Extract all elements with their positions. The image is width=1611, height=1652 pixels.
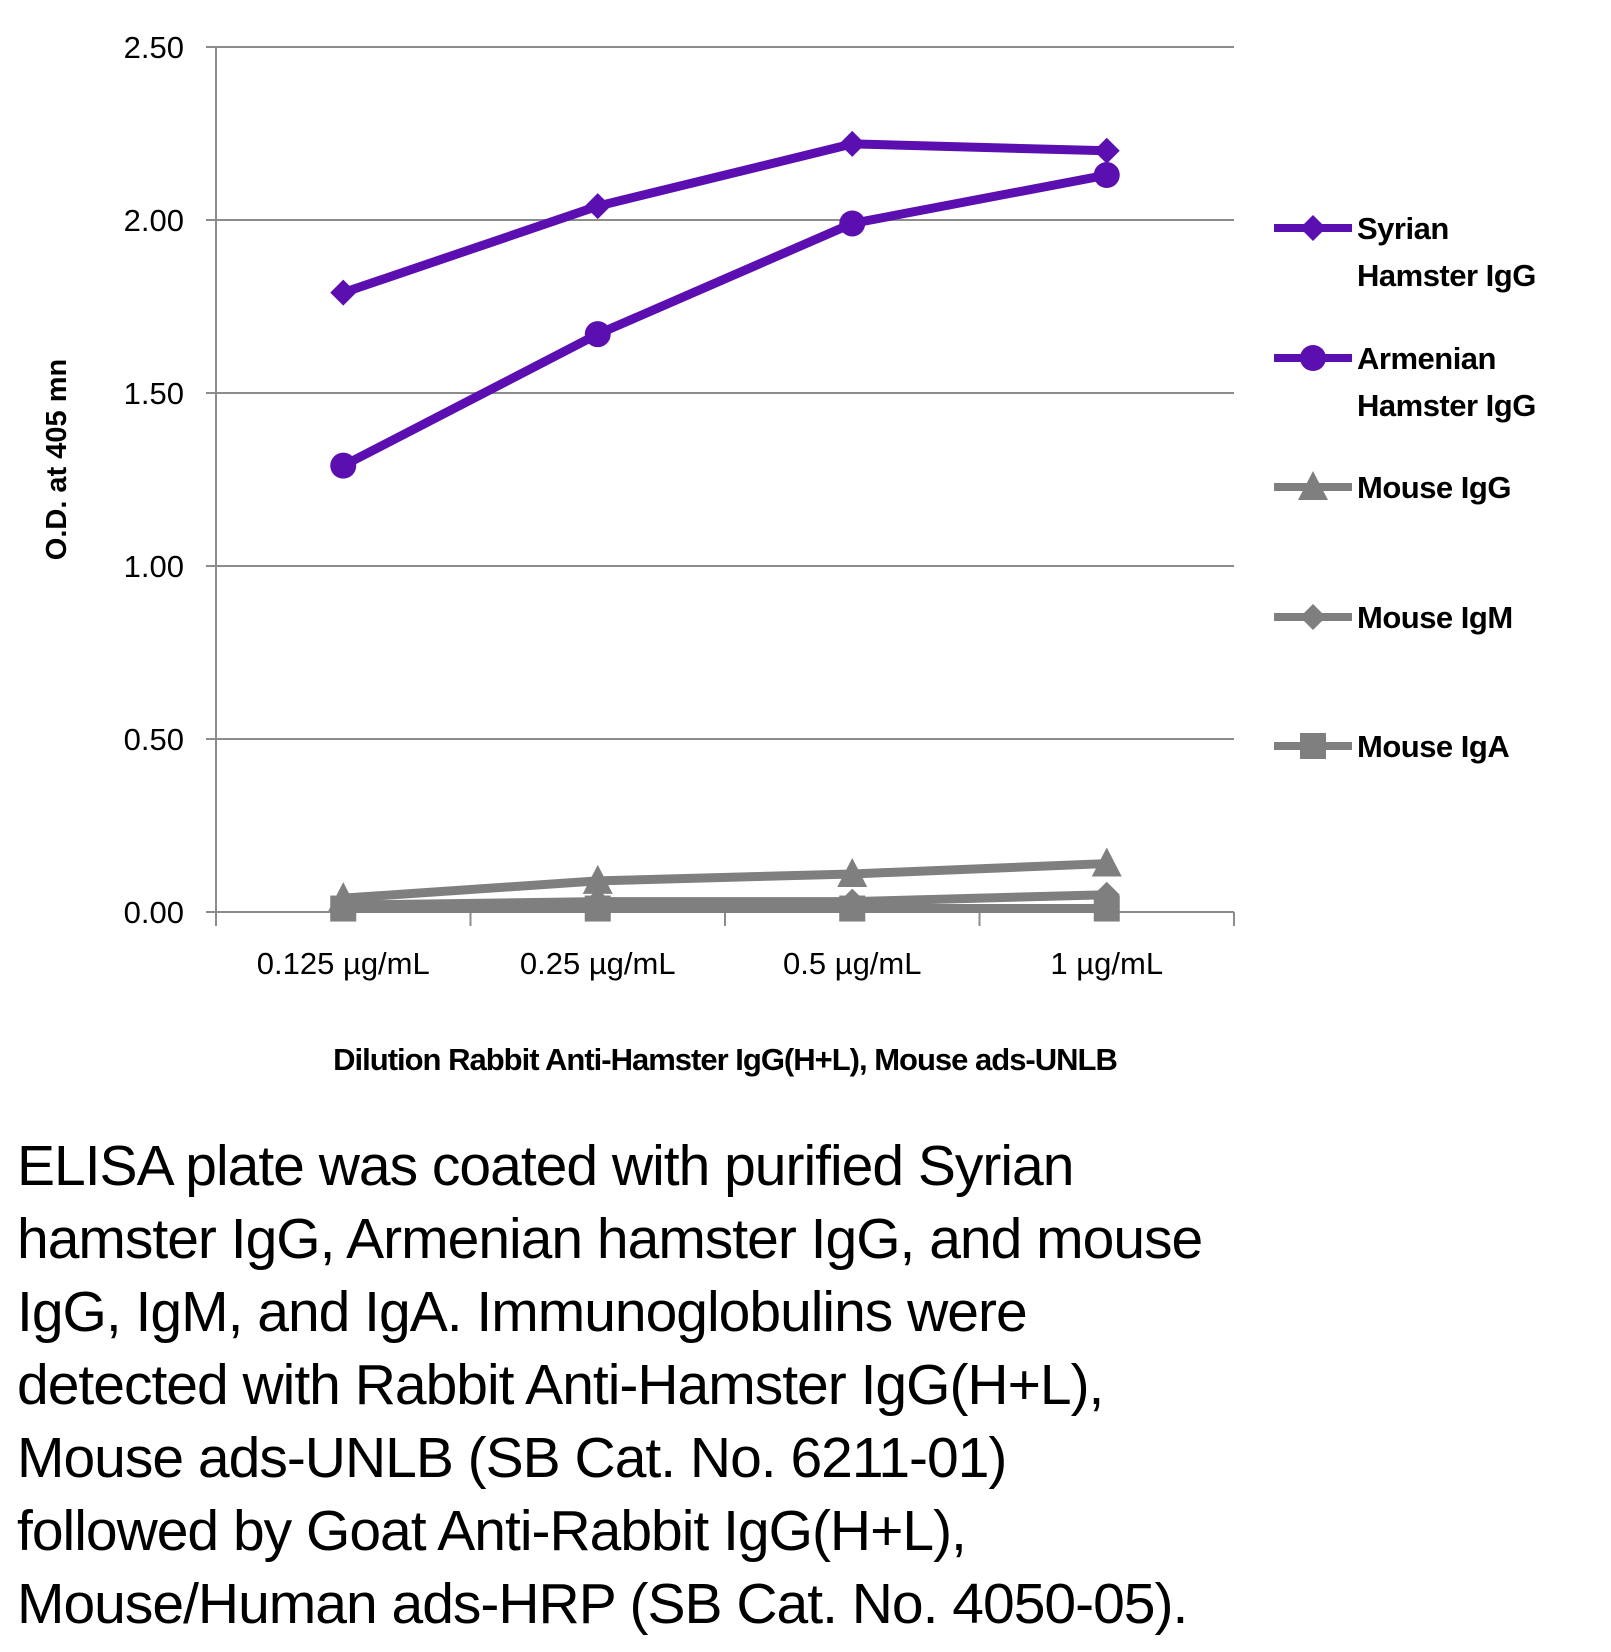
- legend-label: Mouse IgA: [1357, 729, 1509, 764]
- legend-marker: [1300, 345, 1326, 371]
- series-line-mouse-igm: [343, 890, 1107, 910]
- data-point: [584, 888, 611, 915]
- x-tick-label: 0.25 µg/mL: [520, 946, 676, 981]
- x-tick-label: 0.125 µg/mL: [257, 946, 430, 981]
- data-point: [328, 882, 359, 912]
- caption-line: Mouse ads-UNLB (SB Cat. No. 6211-01): [17, 1426, 1007, 1490]
- legend-label: Mouse IgM: [1357, 600, 1513, 635]
- data-point: [1093, 137, 1120, 164]
- data-point: [584, 193, 611, 220]
- data-point: [582, 864, 613, 894]
- y-axis-title: O.D. at 405 mn: [41, 359, 73, 560]
- data-point: [330, 279, 357, 306]
- y-tick-label: 1.50: [124, 376, 184, 411]
- y-tick-label: 0.00: [124, 895, 184, 930]
- legend-label: Hamster IgG: [1357, 388, 1536, 423]
- caption-line: ELISA plate was coated with purified Syr…: [17, 1134, 1074, 1198]
- elisa-line-chart: 0.00 0.50 1.00 1.50 2.00 2.50 0.125 µg/mL 0.25 …: [41, 30, 1536, 1077]
- y-tick-label: 0.50: [124, 722, 184, 757]
- series-line-armenian-hamster-igg: [341, 170, 1108, 470]
- x-tick-label: 0.5 µg/mL: [783, 946, 922, 981]
- caption-line: Mouse/Human ads-HRP (SB Cat. No. 4050-05…: [17, 1572, 1188, 1636]
- legend-marker: [1300, 604, 1326, 630]
- x-axis-title: Dilution Rabbit Anti-Hamster IgG(H+L), M…: [333, 1042, 1117, 1077]
- data-point: [584, 321, 611, 348]
- series-line-syrian-hamster-igg: [341, 139, 1107, 297]
- y-tick-label: 1.00: [124, 549, 184, 584]
- caption-line: followed by Goat Anti-Rabbit IgG(H+L),: [17, 1499, 967, 1563]
- data-point: [839, 210, 866, 237]
- caption-line: IgG, IgM, and IgA. Immunoglobulins were: [17, 1280, 1028, 1344]
- data-point: [1093, 881, 1120, 908]
- caption-line: detected with Rabbit Anti-Hamster IgG(H+…: [17, 1353, 1104, 1417]
- data-point: [1093, 162, 1120, 189]
- legend-label: Armenian: [1357, 341, 1496, 376]
- legend-marker: [1298, 471, 1328, 500]
- data-point: [839, 130, 866, 157]
- legend-label: Mouse IgG: [1357, 470, 1511, 505]
- data-point: [839, 888, 866, 915]
- legend-label: Syrian: [1357, 211, 1449, 246]
- caption-line: hamster IgG, Armenian hamster IgG, and m…: [17, 1207, 1203, 1271]
- series-line-mouse-igg: [342, 859, 1107, 903]
- data-point: [1091, 847, 1122, 877]
- y-tick-label: 2.00: [124, 203, 184, 238]
- y-tick-label: 2.50: [124, 30, 184, 65]
- legend-label: Hamster IgG: [1357, 258, 1536, 293]
- legend-marker: [1300, 215, 1326, 241]
- x-tick-label: 1 µg/mL: [1050, 946, 1163, 981]
- data-point: [330, 452, 357, 479]
- figure-caption: ELISA plate was coated with purified Syr…: [17, 1130, 1203, 1641]
- legend-marker: [1300, 733, 1326, 759]
- data-point: [837, 857, 868, 887]
